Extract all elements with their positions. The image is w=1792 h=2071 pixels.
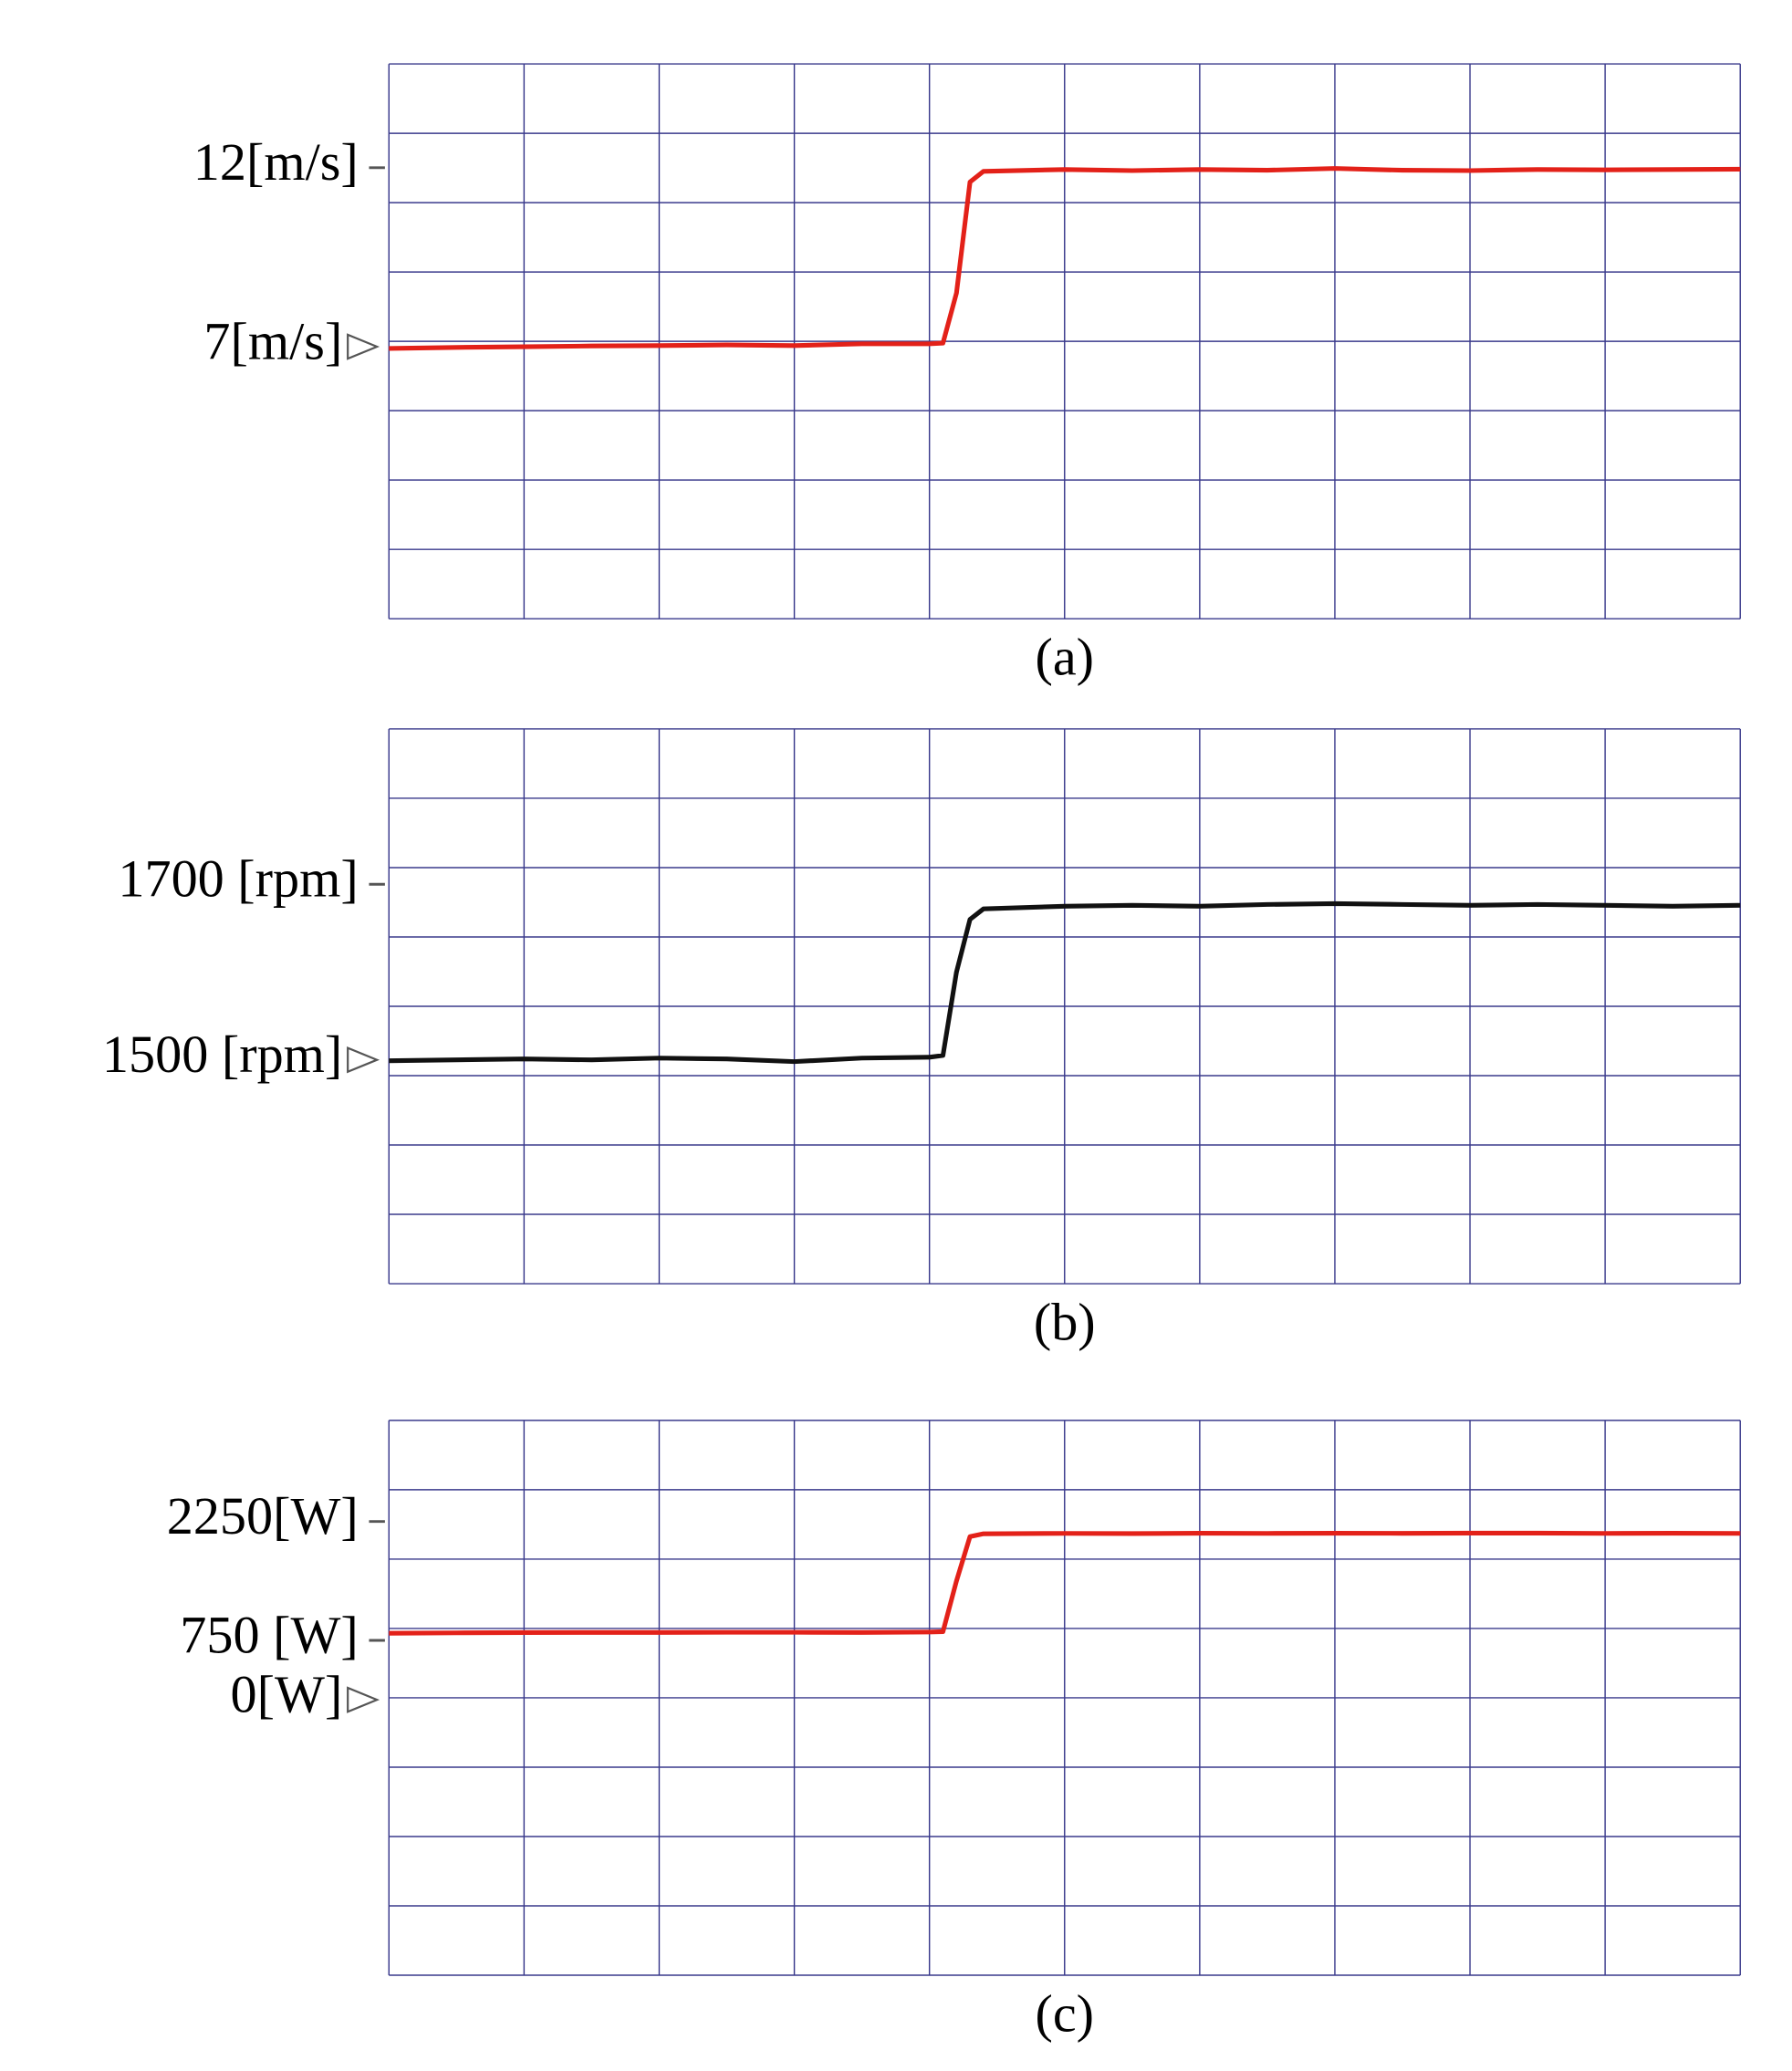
y-tick-label: 750 [W] — [180, 1605, 359, 1664]
y-tick-label: 12[m/s] — [193, 132, 359, 192]
panel-caption: (a) — [1035, 628, 1094, 687]
panel-caption: (c) — [1035, 1983, 1094, 2043]
reference-marker — [347, 1046, 380, 1074]
reference-marker — [347, 1686, 380, 1713]
y-tick-label: 2250[W] — [167, 1486, 359, 1545]
y-tick-label: 0[W] — [231, 1664, 343, 1723]
panel-caption: (b) — [1034, 1292, 1096, 1351]
y-tick-label: 1500 [rpm] — [102, 1025, 342, 1084]
y-tick-label: 7[m/s] — [203, 311, 342, 370]
y-tick-label: 1700 [rpm] — [118, 849, 358, 909]
signal-line — [389, 166, 1741, 351]
signal-line — [389, 900, 1741, 1065]
signal-line — [389, 1530, 1741, 1636]
reference-marker — [347, 333, 380, 360]
